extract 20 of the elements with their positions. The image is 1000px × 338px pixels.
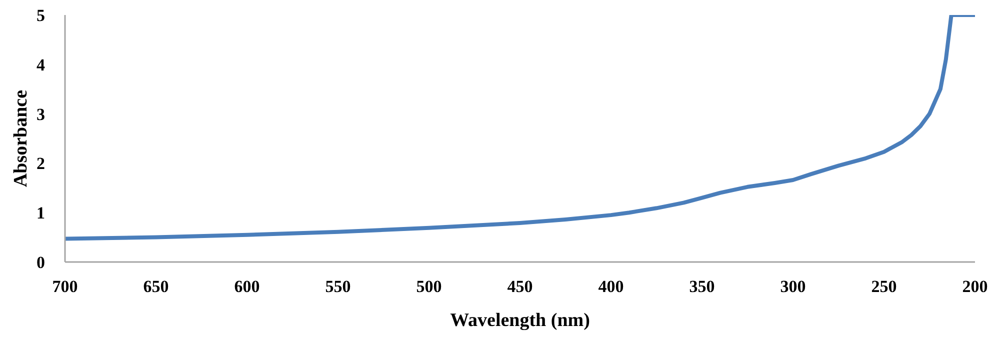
x-axis-title: Wavelength (nm) [450,310,590,331]
x-tick-label: 350 [689,277,715,296]
x-tick-label: 200 [962,277,988,296]
x-tick-label: 500 [416,277,442,296]
y-tick-label: 5 [36,6,45,26]
y-tick-label: 1 [36,204,45,223]
y-axis-title: Absorbance [10,90,32,188]
x-tick-label: 550 [325,277,351,296]
x-tick-label: 400 [598,277,624,296]
x-tick-label: 650 [143,277,169,296]
y-tick-label: 2 [36,154,45,174]
x-tick-label: 250 [871,277,897,296]
y-tick-label: 4 [36,55,46,74]
x-tick-label: 700 [52,277,78,296]
y-tick-label: 3 [36,104,45,124]
x-tick-label: 300 [780,277,806,296]
x-tick-label: 600 [234,277,260,296]
line-series [65,15,975,241]
x-tick-label: 450 [507,277,533,296]
y-tick-label: 0 [36,253,45,272]
